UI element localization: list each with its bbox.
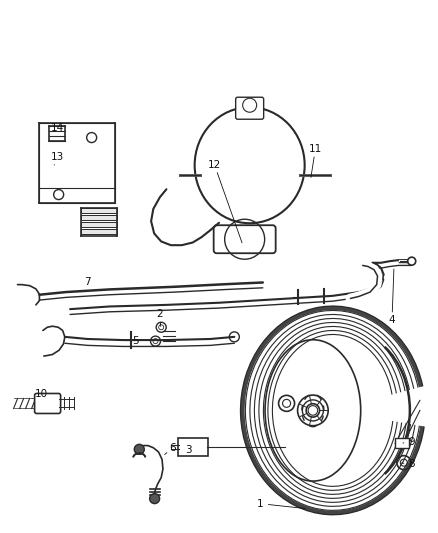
Text: 13: 13 xyxy=(50,152,64,162)
Bar xyxy=(81,215,117,220)
Text: 3: 3 xyxy=(185,446,192,455)
Text: 12: 12 xyxy=(208,160,221,170)
Text: 10: 10 xyxy=(35,390,48,399)
Bar xyxy=(39,123,115,203)
Text: 9: 9 xyxy=(408,438,415,447)
Bar xyxy=(81,208,117,213)
Circle shape xyxy=(134,445,144,454)
Text: 6: 6 xyxy=(170,443,177,453)
Text: 14: 14 xyxy=(50,123,64,133)
Text: 11: 11 xyxy=(309,144,322,154)
Text: 4: 4 xyxy=(389,315,396,325)
Text: 2: 2 xyxy=(156,310,163,319)
Bar xyxy=(81,222,117,227)
Ellipse shape xyxy=(194,107,305,223)
Circle shape xyxy=(150,494,159,504)
FancyBboxPatch shape xyxy=(35,393,60,414)
Text: 8: 8 xyxy=(408,459,415,469)
Circle shape xyxy=(408,257,416,265)
Bar xyxy=(395,439,409,448)
FancyBboxPatch shape xyxy=(178,438,208,456)
Text: 7: 7 xyxy=(84,278,91,287)
Text: 1: 1 xyxy=(257,499,264,508)
Text: 5: 5 xyxy=(132,336,139,346)
FancyBboxPatch shape xyxy=(236,97,264,119)
FancyBboxPatch shape xyxy=(214,225,276,253)
Bar xyxy=(81,229,117,234)
